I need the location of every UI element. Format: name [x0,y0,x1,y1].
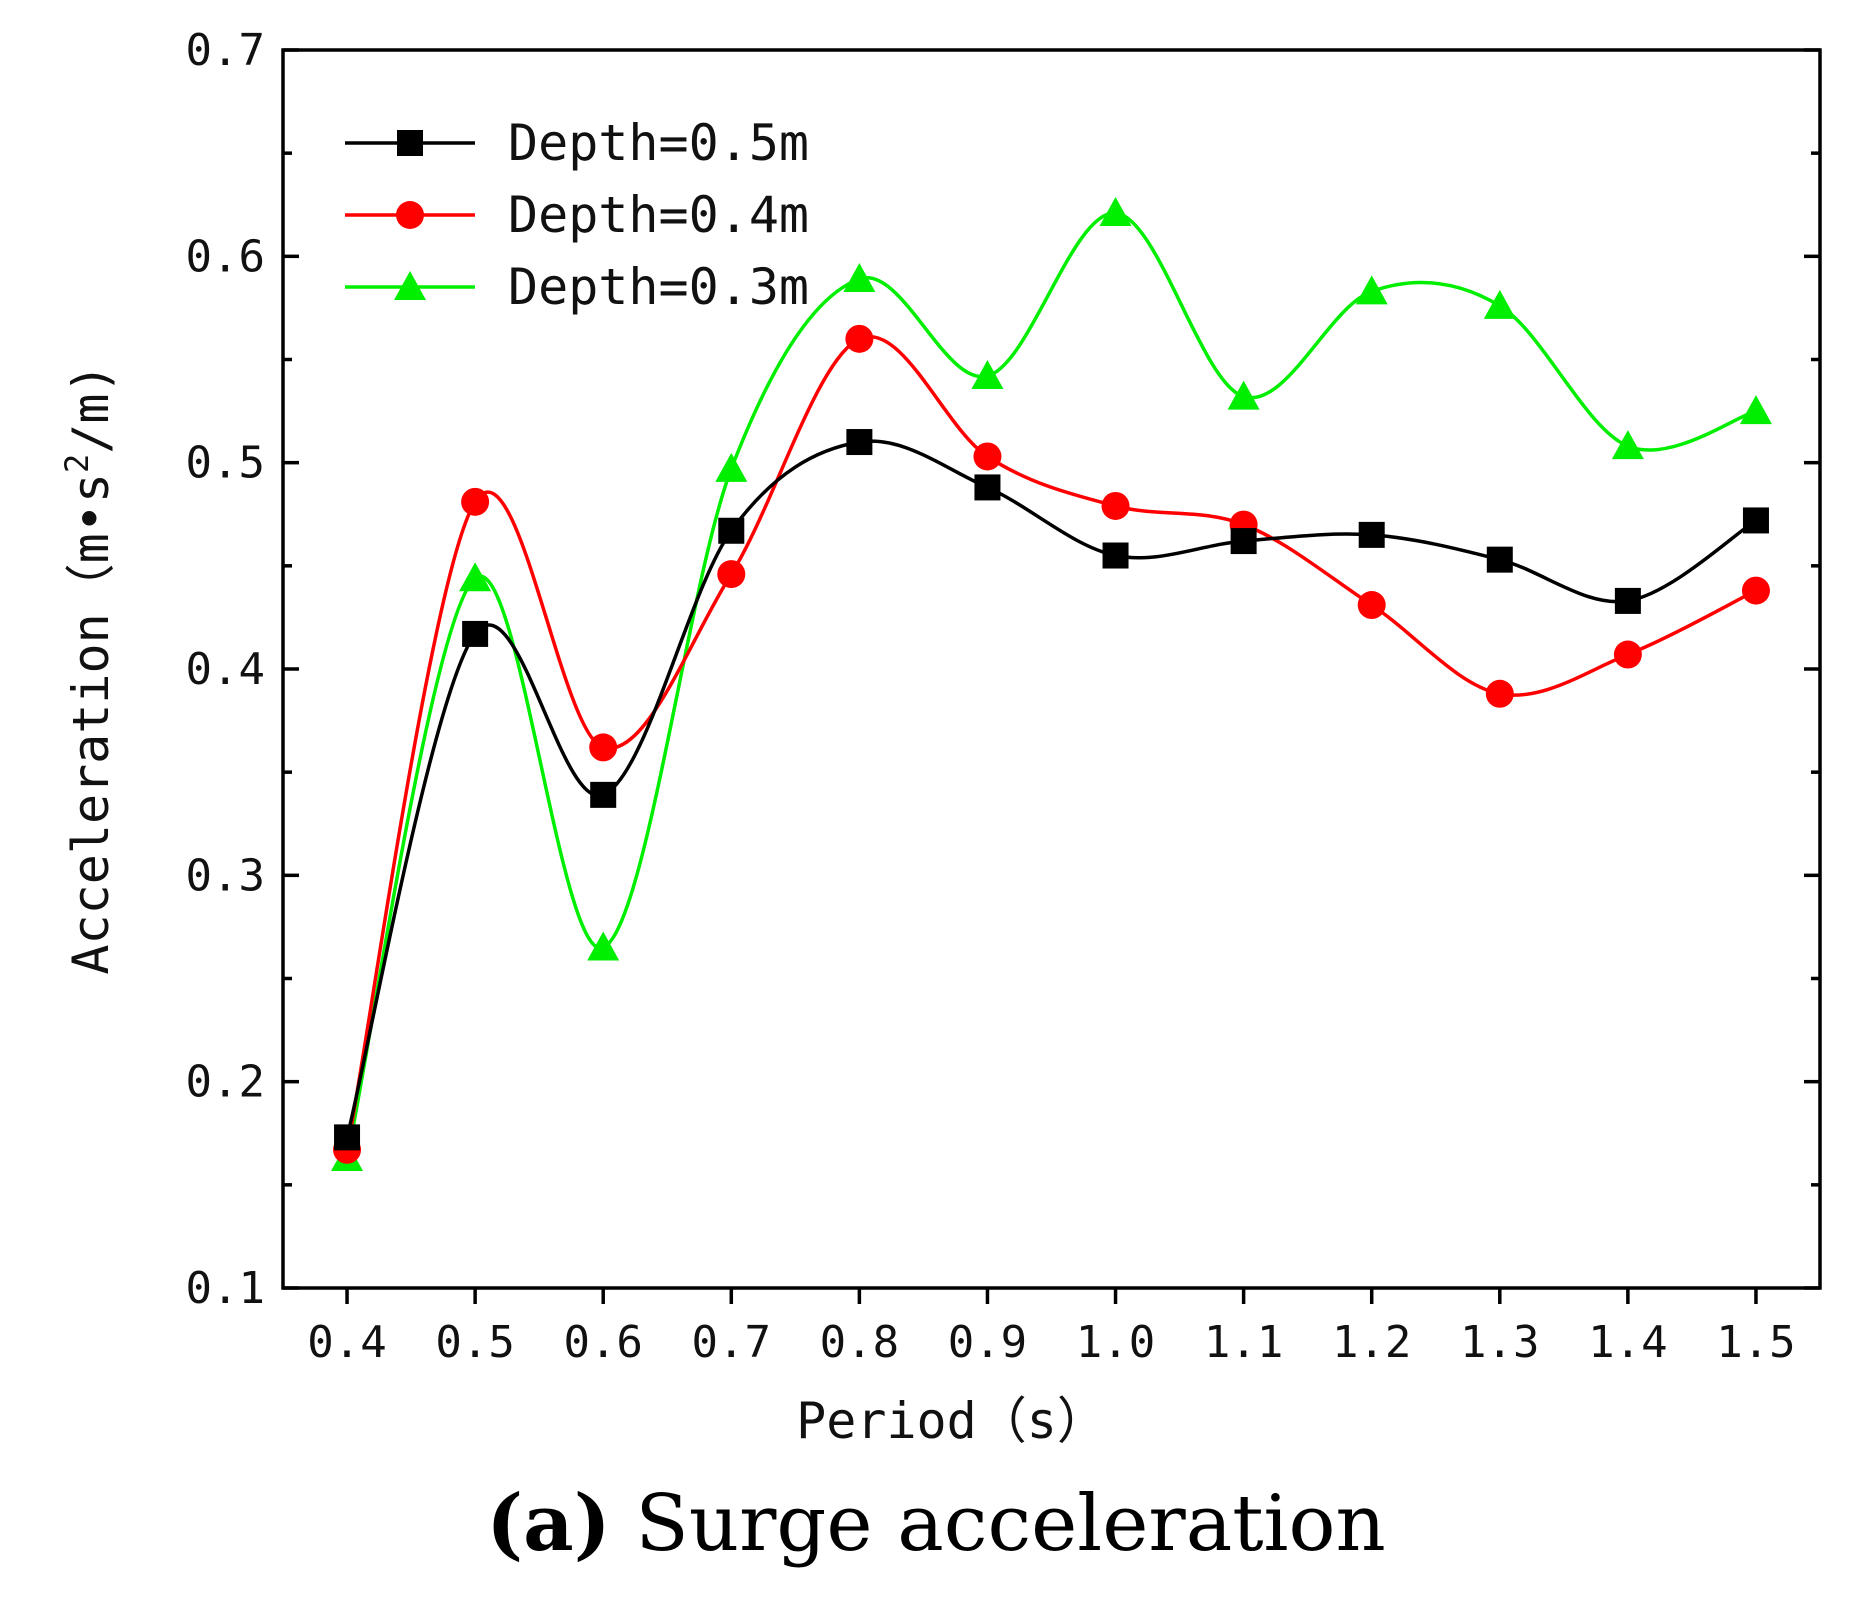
data-point [1355,275,1388,305]
legend-label: Depth=0.4m [508,186,809,244]
series-line [345,439,1757,1138]
data-point [1742,507,1769,534]
x-tick-label: 0.9 [948,1317,1027,1368]
data-point [590,781,617,808]
data-point [1358,521,1385,548]
x-tick-label: 1.2 [1332,1317,1411,1368]
legend-label: Depth=0.3m [508,258,809,316]
legend: Depth=0.5m Depth=0.4m Depth=0.3m [345,114,809,316]
data-point [589,733,618,762]
data-point [971,360,1004,390]
data-point [1611,430,1644,460]
x-axis-title: Period（s） [796,1392,1107,1450]
data-point [717,560,746,589]
tick-labels: 0.1 0.2 0.3 0.4 0.5 0.6 0.7 0.4 0.5 0.6 0.7 0.8 0.9 1… [186,25,1796,1368]
legend-label: Depth=0.5m [508,114,809,172]
caption-label: (a) [486,1478,611,1569]
legend-marker [396,201,424,229]
plot-frame [281,48,1822,1290]
data-point [1485,679,1514,708]
series-line [345,334,1757,1151]
data-point [715,452,748,482]
data-point [1099,197,1132,227]
y-tick-label: 0.3 [186,850,265,901]
caption-text: Surge acceleration [610,1479,1386,1569]
series-line [345,211,1757,1159]
data-point [459,562,492,592]
data-point [1486,546,1513,573]
y-tick-label: 0.7 [186,25,265,76]
data-point [845,324,874,353]
data-point [1230,528,1257,555]
x-tick-label: 1.0 [1076,1317,1155,1368]
y-axis-title-superscript: 2 [58,454,96,473]
data-point [1357,591,1386,620]
y-tick-label: 0.6 [186,231,265,282]
legend-marker [397,130,423,156]
data-point [973,442,1002,471]
data-point [846,429,873,456]
data-point [1483,289,1516,319]
figure-caption: (a) Surge acceleration [0,1478,1872,1569]
data-point [718,517,745,544]
data-point [461,487,490,516]
chart-markers [331,197,1772,1172]
y-tick-label: 0.5 [186,438,265,489]
data-point [587,931,620,961]
x-tick-label: 0.6 [563,1317,642,1368]
data-point [1741,576,1770,605]
y-axis-title-end: /m) [62,363,120,453]
y-axis-title-main: Acceleration（m•s [62,473,120,975]
x-tick-label: 1.3 [1460,1317,1539,1368]
data-point [843,263,876,293]
data-point [1613,640,1642,669]
x-tick-label: 1.1 [1204,1317,1283,1368]
y-axis-title: Acceleration（m•s2/m) [58,363,120,974]
x-tick-label: 0.5 [435,1317,514,1368]
data-point [1101,491,1130,520]
data-point [974,474,1001,501]
chart-series [345,211,1757,1159]
data-point [462,620,489,647]
data-point [1102,542,1129,569]
x-tick-label: 0.4 [307,1317,386,1368]
y-tick-label: 0.2 [186,1057,265,1108]
data-point [334,1124,361,1151]
x-tick-label: 1.5 [1716,1317,1795,1368]
y-tick-label: 0.4 [186,644,265,695]
data-point [1614,587,1641,614]
x-tick-label: 0.7 [692,1317,771,1368]
x-tick-label: 1.4 [1588,1317,1667,1368]
data-point [1739,395,1772,425]
legend-marker [394,271,426,300]
x-tick-label: 0.8 [820,1317,899,1368]
data-point [1227,380,1260,410]
y-tick-label: 0.1 [186,1263,265,1314]
